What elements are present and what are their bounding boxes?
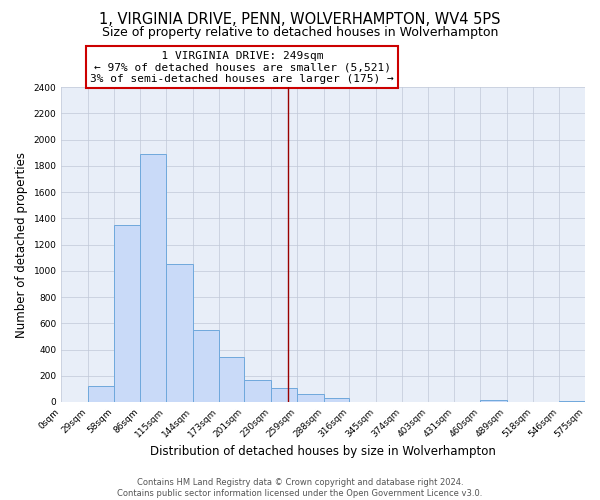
Bar — [193, 330, 219, 402]
Text: 1, VIRGINIA DRIVE, PENN, WOLVERHAMPTON, WV4 5PS: 1, VIRGINIA DRIVE, PENN, WOLVERHAMPTON, … — [99, 12, 501, 28]
Bar — [219, 358, 244, 402]
Bar — [244, 380, 271, 402]
Bar — [271, 388, 297, 402]
Bar — [297, 394, 323, 402]
Bar — [114, 225, 140, 402]
Y-axis label: Number of detached properties: Number of detached properties — [15, 152, 28, 338]
Bar — [480, 400, 506, 402]
Bar — [140, 154, 166, 402]
Text: Contains HM Land Registry data © Crown copyright and database right 2024.
Contai: Contains HM Land Registry data © Crown c… — [118, 478, 482, 498]
Text: 1 VIRGINIA DRIVE: 249sqm  
← 97% of detached houses are smaller (5,521)
3% of se: 1 VIRGINIA DRIVE: 249sqm ← 97% of detach… — [90, 50, 394, 84]
Bar — [88, 386, 114, 402]
X-axis label: Distribution of detached houses by size in Wolverhampton: Distribution of detached houses by size … — [150, 444, 496, 458]
Bar — [166, 264, 193, 402]
Bar — [323, 398, 349, 402]
Text: Size of property relative to detached houses in Wolverhampton: Size of property relative to detached ho… — [102, 26, 498, 39]
